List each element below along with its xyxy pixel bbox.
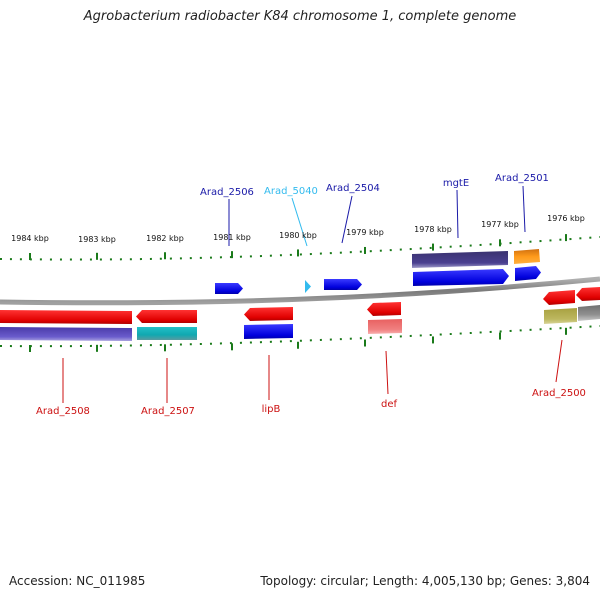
label-def[interactable]: def <box>381 399 398 410</box>
scale-label: 1981 kbp <box>213 233 251 242</box>
map-title: Agrobacterium radiobacter K84 chromosome… <box>83 9 517 24</box>
label-arad-2507[interactable]: Arad_2507 <box>141 406 195 417</box>
gene-arad-2508-arrow[interactable] <box>0 310 132 324</box>
reverse-genes <box>0 287 600 341</box>
label-arad-2500[interactable]: Arad_2500 <box>532 388 586 399</box>
scale-label: 1983 kbp <box>78 235 116 244</box>
gene-def-cds-arrow[interactable] <box>368 319 402 334</box>
gene-mgte-arrow[interactable] <box>412 251 508 268</box>
gene-arad-2504-arrow[interactable] <box>324 279 362 290</box>
scale-label: 1979 kbp <box>346 228 384 237</box>
leader-arad-2500 <box>555 339 563 383</box>
gene-arad-2507-arrow[interactable] <box>136 310 197 323</box>
scale-label: 1978 kbp <box>414 225 452 234</box>
gene-def-arrow[interactable] <box>367 302 401 316</box>
forward-genes <box>215 249 541 294</box>
major-ticks <box>29 234 567 352</box>
label-leader-lines <box>62 185 563 403</box>
leader-arad-2501 <box>522 185 526 233</box>
gene-lipb-cds-arrow[interactable] <box>244 324 293 339</box>
scale-label: 1976 kbp <box>547 214 585 223</box>
scale-label: 1982 kbp <box>146 234 184 243</box>
leader-arad-5040 <box>291 197 308 247</box>
scale-label: 1984 kbp <box>11 234 49 243</box>
genome-backbone <box>0 276 600 306</box>
label-arad-2504[interactable]: Arad_2504 <box>326 183 380 194</box>
gene-arad-5040-arrow[interactable] <box>305 280 311 293</box>
scale-label: 1977 kbp <box>481 220 519 229</box>
label-lipb[interactable]: lipB <box>262 404 281 415</box>
label-arad-5040[interactable]: Arad_5040 <box>264 186 318 197</box>
gene-arad-2500-rna-arrow[interactable] <box>544 308 577 324</box>
scale-label: 1980 kbp <box>279 231 317 240</box>
gene-labels: Arad_2506 Arad_5040 Arad_2504 mgtE Arad_… <box>36 173 586 417</box>
gene-arad-2501-cds-arrow[interactable] <box>515 266 541 281</box>
leader-arad-2504 <box>341 195 353 244</box>
gene-arad-2500-arrow[interactable] <box>543 290 575 305</box>
gene-arad-2507-rna-arrow[interactable] <box>137 327 197 340</box>
gene-arad-2500b-arrow[interactable] <box>576 287 600 301</box>
label-arad-2508[interactable]: Arad_2508 <box>36 406 90 417</box>
leader-def <box>385 350 389 395</box>
accession-text: Accession: NC_011985 <box>9 574 146 588</box>
label-arad-2506[interactable]: Arad_2506 <box>200 187 254 198</box>
topology-text: Topology: circular; Length: 4,005,130 bp… <box>260 574 590 588</box>
gene-arad-2499-rna-arrow[interactable] <box>578 305 600 321</box>
gene-mgte-cds-arrow[interactable] <box>413 269 509 286</box>
gene-arad-2508-rna-arrow[interactable] <box>0 327 132 341</box>
leader-mgte <box>456 189 459 239</box>
label-mgte[interactable]: mgtE <box>443 178 469 189</box>
gene-lipb-arrow[interactable] <box>244 307 293 321</box>
scale-labels: 1984 kbp 1983 kbp 1982 kbp 1981 kbp 1980… <box>11 214 585 244</box>
gene-arad-2506-arrow[interactable] <box>215 283 243 294</box>
label-arad-2501[interactable]: Arad_2501 <box>495 173 549 184</box>
gene-arad-2501-arrow[interactable] <box>514 249 540 264</box>
